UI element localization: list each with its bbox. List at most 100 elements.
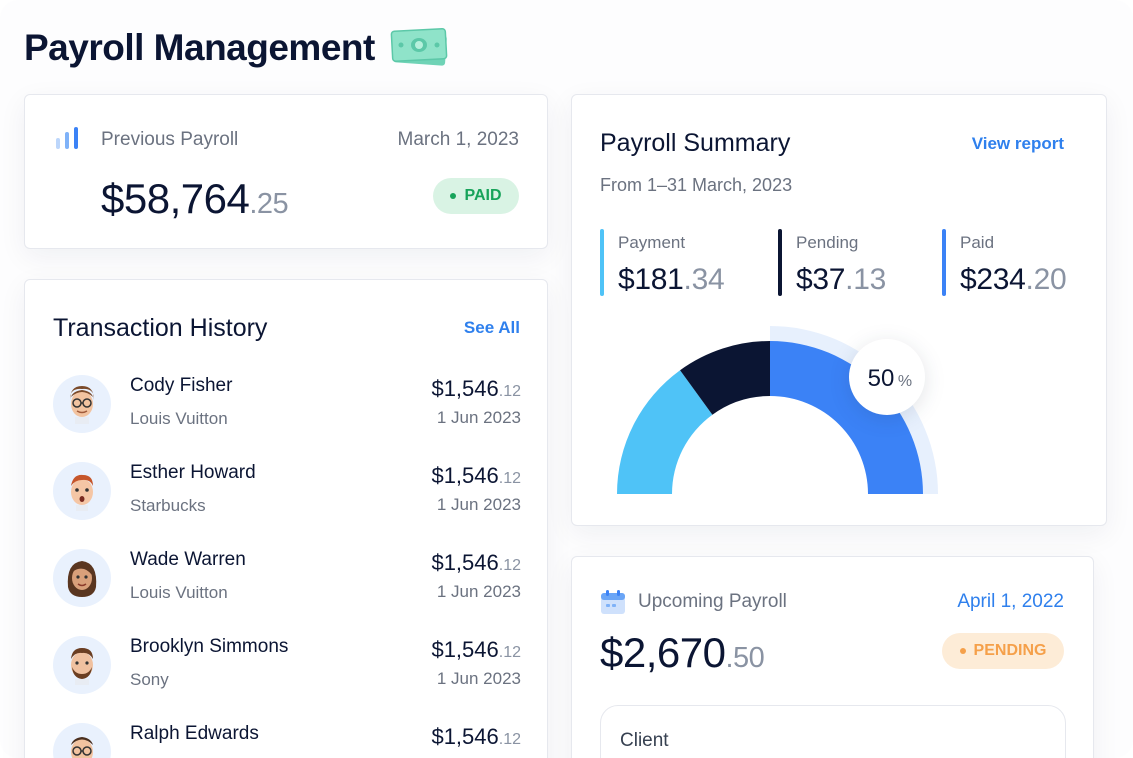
client-label: Client <box>620 730 669 751</box>
amount-cents: .12 <box>498 644 521 661</box>
avatar-man-glasses <box>53 723 111 758</box>
money-bill-icon <box>390 28 448 66</box>
payroll-gauge-chart: 50 % <box>617 326 938 494</box>
amount-main: $181 <box>618 263 684 296</box>
transaction-row[interactable]: Wade Warren Louis Vuitton $1,546.12 1 Ju… <box>53 549 521 609</box>
avatar-woman <box>53 549 111 607</box>
gauge-percent-value: 50 <box>868 365 895 392</box>
transaction-row[interactable]: Brooklyn Simmons Sony $1,546.12 1 Jun 20… <box>53 636 521 696</box>
stat-amount: $181.34 <box>618 263 725 297</box>
stat-amount: $37.13 <box>796 263 886 297</box>
upcoming-payroll-amount: $2,670.50 <box>600 629 765 677</box>
transaction-company: Louis Vuitton <box>130 583 228 602</box>
page-title: Payroll Management <box>24 27 375 68</box>
previous-payroll-label: Previous Payroll <box>101 129 239 150</box>
upcoming-payroll-date: April 1, 2022 <box>957 591 1064 612</box>
amount-cents: .34 <box>683 263 725 296</box>
summary-date-range: From 1–31 March, 2023 <box>600 175 793 195</box>
avatar-man-beard <box>53 636 111 694</box>
previous-payroll-amount: $58,764.25 <box>101 175 289 223</box>
page-header: Payroll Management <box>24 26 451 70</box>
transaction-name: Cody Fisher <box>130 375 233 396</box>
amount-cents: .25 <box>249 188 289 220</box>
payroll-summary-title: Payroll Summary <box>600 129 791 157</box>
status-dot <box>450 193 457 199</box>
bar-chart-icon <box>56 127 78 149</box>
transaction-amount: $1,546.12 <box>431 637 521 663</box>
amount-main: $1,546 <box>431 376 499 401</box>
avatar-face-icon <box>71 737 93 758</box>
transaction-row[interactable]: Ralph Edwards $1,546.12 <box>53 723 521 758</box>
stat-label: Paid <box>960 233 995 252</box>
transaction-history-card: Transaction History See All Cody Fisher … <box>24 279 548 758</box>
gauge-segment-paid <box>770 341 923 494</box>
transaction-date: 1 Jun 2023 <box>436 582 521 601</box>
amount-cents: .13 <box>845 263 886 296</box>
amount-main: $1,546 <box>431 463 499 488</box>
transaction-name: Esther Howard <box>130 462 256 483</box>
stat-color-bar <box>600 229 604 296</box>
amount-cents: .20 <box>1025 263 1067 296</box>
status-badge-paid: PAID <box>433 178 519 214</box>
transaction-name: Ralph Edwards <box>130 723 259 744</box>
transaction-amount: $1,546.12 <box>431 724 521 750</box>
transaction-amount: $1,546.12 <box>431 463 521 489</box>
calendar-icon <box>601 590 625 614</box>
amount-main: $58,764 <box>101 175 250 222</box>
amount-cents: .50 <box>725 642 765 674</box>
transaction-name: Brooklyn Simmons <box>130 636 289 657</box>
stat-color-bar <box>942 229 946 296</box>
previous-payroll-date: March 1, 2023 <box>397 129 519 150</box>
stat-pending: Pending $37.13 <box>778 229 886 296</box>
gauge-segment-pending <box>680 341 770 415</box>
amount-cents: .12 <box>498 383 521 400</box>
avatar-man-glasses <box>53 375 111 433</box>
transaction-company: Sony <box>130 670 169 689</box>
transaction-amount: $1,546.12 <box>431 550 521 576</box>
transaction-name: Wade Warren <box>130 549 246 570</box>
previous-payroll-card: Previous Payroll March 1, 2023 $58,764.2… <box>24 94 548 249</box>
status-badge-pending: PENDING <box>942 633 1064 669</box>
gauge-segment-payment <box>617 370 713 494</box>
transaction-company: Louis Vuitton <box>130 409 228 428</box>
avatar-surprised-man <box>53 462 111 520</box>
amount-main: $37 <box>796 263 846 296</box>
transaction-row[interactable]: Cody Fisher Louis Vuitton $1,546.12 1 Ju… <box>53 375 521 435</box>
see-all-link[interactable]: See All <box>463 318 520 337</box>
view-report-link[interactable]: View report <box>971 134 1064 153</box>
amount-main: $1,546 <box>431 550 499 575</box>
stat-payment: Payment $181.34 <box>600 229 725 297</box>
status-text: PENDING <box>973 642 1047 659</box>
client-field[interactable]: Client <box>600 705 1066 758</box>
transaction-row[interactable]: Esther Howard Starbucks $1,546.12 1 Jun … <box>53 462 521 522</box>
status-text: PAID <box>464 187 502 204</box>
gauge-badge-circle <box>849 339 925 415</box>
amount-main: $1,546 <box>431 637 499 662</box>
upcoming-payroll-card: Upcoming Payroll April 1, 2022 $2,670.50… <box>571 556 1094 758</box>
stat-label: Payment <box>618 233 686 252</box>
avatar-face-icon <box>70 386 94 424</box>
amount-main: $1,546 <box>431 724 499 749</box>
amount-cents: .12 <box>498 557 521 574</box>
transaction-date: 1 Jun 2023 <box>436 495 521 514</box>
transaction-date: 1 Jun 2023 <box>436 408 521 427</box>
status-dot <box>959 648 966 654</box>
amount-cents: .12 <box>498 731 521 748</box>
amount-main: $234 <box>960 263 1026 296</box>
stat-paid: Paid $234.20 <box>942 229 1067 297</box>
transaction-date: 1 Jun 2023 <box>436 669 521 688</box>
stat-amount: $234.20 <box>960 263 1067 297</box>
transaction-company: Starbucks <box>130 496 206 515</box>
amount-main: $2,670 <box>600 629 726 676</box>
gauge-percent-badge: 50 % <box>849 339 925 415</box>
avatar-face-icon <box>71 474 93 511</box>
transaction-amount: $1,546.12 <box>431 376 521 402</box>
transaction-history-title: Transaction History <box>53 314 268 342</box>
avatar-face-icon <box>67 561 97 597</box>
amount-cents: .12 <box>498 470 521 487</box>
stat-label: Pending <box>796 233 859 252</box>
stat-color-bar <box>778 229 782 296</box>
avatar-face-icon <box>71 648 93 685</box>
upcoming-payroll-label: Upcoming Payroll <box>638 591 787 612</box>
payroll-summary-card: Payroll Summary View report From 1–31 Ma… <box>571 94 1107 526</box>
